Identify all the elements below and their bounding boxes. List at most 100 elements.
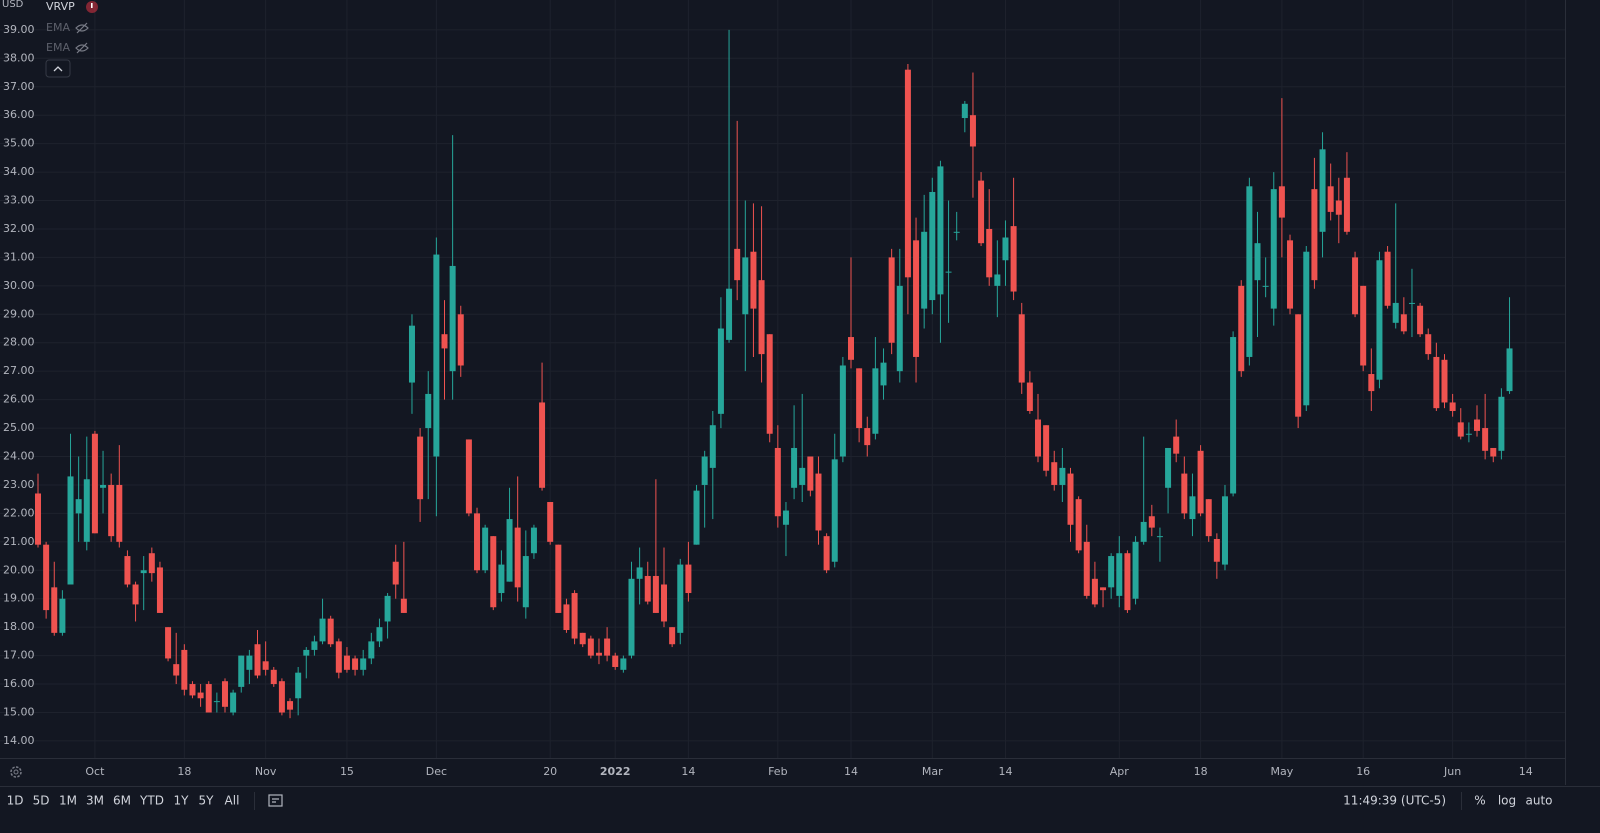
y-tick-label: 19.00: [3, 592, 35, 605]
candle-body: [368, 641, 375, 659]
x-tick-label: Apr: [1110, 765, 1130, 778]
candle-body: [91, 433, 98, 534]
candle-body: [1278, 186, 1285, 218]
candle-body: [1067, 473, 1074, 525]
candle-body: [969, 115, 976, 147]
candle-body: [197, 692, 204, 699]
candle-body: [1303, 251, 1310, 406]
candle-body: [994, 274, 1001, 286]
candle-body: [1213, 538, 1220, 562]
candle-body: [1441, 359, 1448, 403]
x-tick-label: 2022: [600, 765, 631, 778]
candle-body: [165, 627, 172, 659]
range-button[interactable]: 6M: [113, 794, 131, 808]
candle-body: [287, 701, 294, 710]
candle-body: [238, 655, 245, 687]
candle-body: [1051, 462, 1058, 485]
candle-body: [726, 288, 733, 340]
collapse-button[interactable]: [45, 59, 71, 78]
calendar-lines: [272, 798, 279, 803]
y-tick-label: 30.00: [3, 279, 35, 292]
scale-button[interactable]: auto: [1525, 794, 1552, 808]
range-button[interactable]: 1D: [7, 794, 24, 808]
range-button[interactable]: 5D: [33, 794, 50, 808]
y-tick-label: 34.00: [3, 165, 35, 178]
indicator-name[interactable]: EMA: [46, 21, 70, 34]
candle-body: [1449, 402, 1456, 411]
date-range-icon[interactable]: [268, 794, 283, 807]
x-tick-label: 14: [681, 765, 695, 778]
candle-body: [766, 334, 773, 434]
candle-body: [1140, 521, 1147, 542]
candle-body: [311, 641, 318, 650]
candle-body: [360, 658, 367, 670]
x-tick-label: 14: [844, 765, 858, 778]
candle-body: [1221, 496, 1228, 565]
candle-body: [1230, 337, 1237, 494]
candle-body: [343, 655, 350, 670]
candle-body: [921, 231, 928, 309]
candle-body: [1132, 541, 1139, 599]
range-button[interactable]: 3M: [86, 794, 104, 808]
candle-body: [1108, 556, 1115, 588]
candle-body: [417, 436, 424, 500]
eye-icon[interactable]: [75, 42, 89, 54]
x-tick-label: 18: [177, 765, 191, 778]
currency-label[interactable]: USD: [2, 0, 24, 10]
candle-body: [1026, 382, 1033, 411]
candle-body: [1352, 257, 1359, 315]
candle-body: [522, 556, 529, 608]
range-button[interactable]: 5Y: [199, 794, 215, 808]
candle-body: [205, 684, 212, 713]
chevron-icon: [53, 66, 63, 72]
x-tick-label: Dec: [426, 765, 447, 778]
candle-body: [1083, 541, 1090, 596]
candle-body: [1368, 374, 1375, 392]
range-button[interactable]: 1Y: [174, 794, 190, 808]
candle-body: [929, 191, 936, 301]
settings-icon[interactable]: [10, 766, 22, 778]
hidden-eye-icons[interactable]: [75, 22, 89, 54]
candle-body: [335, 641, 342, 673]
indicator-name[interactable]: VRVP: [46, 0, 75, 13]
candle-body: [1474, 419, 1481, 431]
x-tick-label: 18: [1194, 765, 1208, 778]
candle-body: [392, 561, 399, 585]
candle-body: [823, 536, 830, 571]
gear-hub: [13, 769, 19, 775]
candle-body: [51, 587, 58, 633]
candle-body: [1490, 447, 1497, 457]
candle-body: [1287, 240, 1294, 309]
candle-body: [547, 502, 554, 542]
indicator-name[interactable]: EMA: [46, 41, 70, 54]
range-button[interactable]: 1M: [59, 794, 77, 808]
candle-body: [555, 544, 562, 613]
candle-body: [1384, 251, 1391, 306]
candle-body: [67, 476, 74, 585]
eye-icon[interactable]: [75, 22, 89, 34]
range-button[interactable]: All: [225, 794, 240, 808]
candle-body: [1091, 578, 1098, 605]
candle-body: [433, 254, 440, 457]
range-button[interactable]: YTD: [139, 794, 164, 808]
candle-body: [482, 527, 489, 571]
candle-body: [579, 632, 586, 645]
candle-body: [221, 681, 228, 707]
candle-body: [1392, 302, 1399, 323]
candle-body: [888, 257, 895, 343]
candle-body: [83, 479, 90, 542]
y-tick-label: 28.00: [3, 336, 35, 349]
candle-body: [1311, 189, 1318, 281]
scale-button[interactable]: %: [1474, 794, 1485, 808]
candle-body: [644, 575, 651, 602]
y-tick-label: 29.00: [3, 307, 35, 320]
scale-button[interactable]: log: [1498, 794, 1516, 808]
candle-body: [661, 584, 668, 622]
candle-body: [571, 593, 578, 639]
candle-body: [303, 649, 310, 656]
candle-body: [1335, 200, 1342, 215]
y-tick-label: 14.00: [3, 734, 35, 747]
candle-body: [1181, 473, 1188, 514]
candle-body: [1498, 396, 1505, 451]
